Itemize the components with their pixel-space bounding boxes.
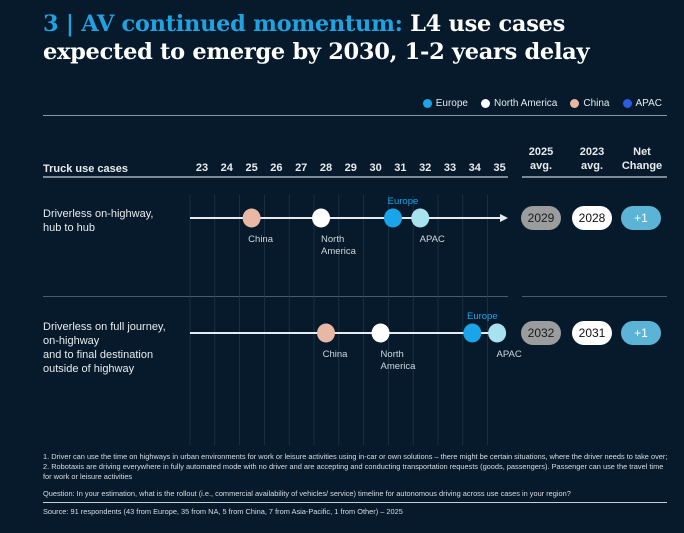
- row-label-line: Driverless on full journey,: [43, 321, 166, 333]
- pill-net: +1: [621, 206, 661, 230]
- legend-label: China: [583, 98, 610, 109]
- data-point-apac: [488, 323, 507, 343]
- x-tick-label: 32: [419, 162, 431, 174]
- legend-dot-china: [570, 99, 580, 108]
- legend-label: Europe: [435, 98, 468, 109]
- pill-avg2023: 2031: [572, 321, 612, 345]
- row-divider-right: [522, 296, 667, 297]
- header-net-change: Net Change: [616, 145, 668, 173]
- legend-dot-north-america: [481, 99, 490, 108]
- data-point-europe: [463, 323, 482, 343]
- point-label: Europe: [467, 311, 498, 322]
- header-use-cases: Truck use cases: [43, 163, 129, 175]
- row-label-hub-to-hub: Driverless on-highway, hub to hub: [43, 207, 153, 235]
- row-label-line: and to final destination: [43, 349, 154, 361]
- source-note: Source: 91 respondents (43 from Europe, …: [43, 507, 403, 516]
- row-label-line: on-highway: [43, 335, 100, 347]
- legend-dot-apac: [622, 99, 632, 108]
- point-label: China: [323, 349, 349, 360]
- header-2023-line1: 2023: [579, 146, 605, 158]
- row-label-line: outside of highway: [43, 363, 135, 375]
- legend: Europe North America China APAC: [422, 98, 663, 109]
- pill-avg2025: 2032: [521, 321, 561, 345]
- title-highlight: 3 | AV continued momentum:: [43, 11, 403, 37]
- point-label: Europe: [388, 196, 419, 207]
- header-net-line1: Net: [633, 146, 651, 158]
- x-tick-label: 34: [469, 162, 482, 174]
- point-label: North: [381, 349, 404, 360]
- data-point-europe: [383, 208, 402, 228]
- row-divider-left: [43, 296, 508, 297]
- x-tick-label: 31: [394, 162, 406, 174]
- pill-avg2023: 2028: [572, 206, 612, 230]
- x-tick-label: 25: [245, 162, 257, 174]
- point-label: America: [321, 246, 357, 257]
- data-point-north-america: [371, 323, 390, 343]
- point-label: APAC: [497, 349, 522, 360]
- title-rest: L4 use cases expected to emerge by 2030,…: [43, 11, 590, 65]
- header-2023-avg: 2023 avg.: [572, 145, 612, 173]
- x-tick-label: 26: [270, 162, 282, 174]
- data-point-north-america: [312, 208, 331, 228]
- legend-dot-europe: [422, 99, 432, 108]
- row-label-line: hub to hub: [43, 222, 95, 234]
- x-tick-label: 23: [196, 162, 208, 174]
- row-label-line: Driverless on-highway,: [43, 208, 154, 220]
- question-note: Question: In your estimation, what is th…: [43, 489, 571, 498]
- page-title: 3 | AV continued momentum: L4 use cases …: [43, 10, 663, 66]
- x-tick-label: 24: [221, 162, 234, 174]
- arrow-head-icon: [500, 214, 508, 222]
- x-tick-label: 29: [345, 162, 357, 174]
- x-tick-label: 33: [444, 162, 456, 174]
- header-underline-left: [43, 176, 508, 178]
- data-point-china: [242, 208, 261, 228]
- header-2025-line2: avg.: [529, 160, 552, 172]
- data-point-china: [317, 323, 335, 343]
- point-label: APAC: [420, 234, 445, 245]
- data-point-apac: [411, 208, 430, 228]
- x-tick-label: 30: [369, 162, 381, 174]
- x-tick-label: 28: [320, 162, 332, 174]
- pill-avg2025: 2029: [521, 206, 561, 230]
- row-label-full-journey: Driverless on full journey, on-highway and…: [43, 320, 166, 376]
- x-tick-label: 35: [493, 162, 505, 174]
- point-label: China: [248, 234, 274, 245]
- title-divider: [43, 115, 667, 116]
- x-tick-label: 27: [295, 162, 307, 174]
- header-2025-line1: 2025: [528, 146, 554, 158]
- footnote: 1. Driver can use the time on highways i…: [43, 452, 668, 481]
- header-underline-right: [522, 176, 667, 178]
- legend-label: APAC: [635, 98, 663, 109]
- header-2025-avg: 2025 avg.: [521, 145, 561, 173]
- header-2023-line2: avg.: [580, 160, 603, 172]
- pill-net: +1: [621, 321, 661, 345]
- footer-divider: [43, 502, 667, 503]
- header-net-line2: Change: [621, 160, 663, 172]
- point-label: America: [381, 361, 417, 372]
- legend-label: North America: [494, 98, 558, 109]
- point-label: North: [321, 234, 344, 245]
